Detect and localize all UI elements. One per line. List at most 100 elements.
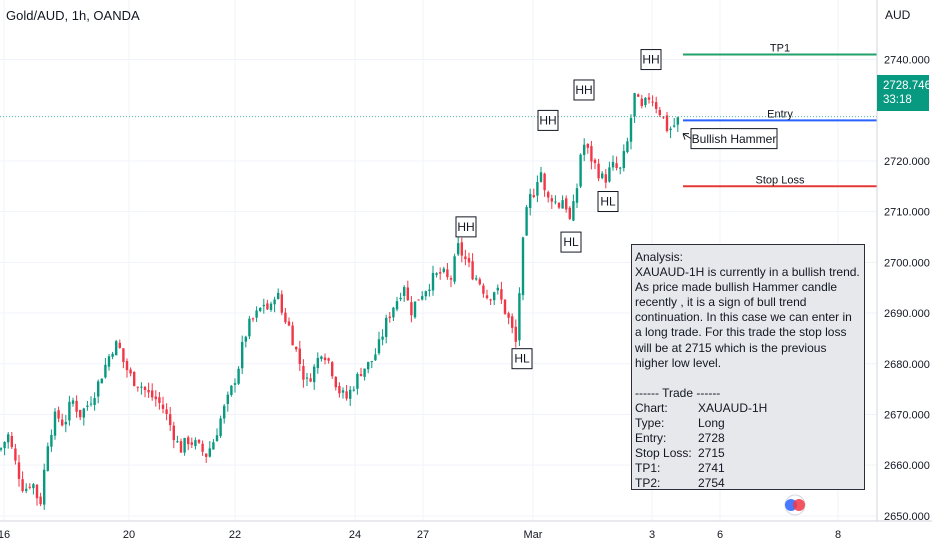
candle-body	[676, 117, 679, 125]
candle-body	[64, 421, 67, 425]
candle-body	[230, 385, 233, 396]
pattern-box	[597, 191, 619, 213]
pattern-label: HH	[539, 113, 556, 127]
pattern-box	[640, 49, 662, 71]
candle-body	[46, 446, 49, 471]
candle-body	[161, 404, 165, 409]
candle-body	[590, 146, 593, 162]
x-tick-label: 20	[123, 529, 135, 541]
candle-body	[71, 400, 75, 404]
candle-body	[514, 326, 517, 342]
candle-body	[39, 496, 42, 505]
candle-body	[0, 448, 3, 450]
candle-body	[266, 303, 269, 310]
candle-body	[543, 173, 546, 191]
candle-body	[3, 441, 6, 449]
candle-body	[370, 361, 373, 363]
candle-body	[323, 357, 327, 361]
candle-body	[385, 317, 388, 337]
candle-body	[557, 203, 561, 208]
candle-body	[125, 361, 129, 371]
bar-countdown: 33:18	[883, 94, 912, 106]
trade-header: ------ Trade ------	[635, 385, 721, 400]
candle-body	[118, 342, 121, 348]
candle-body	[449, 278, 453, 280]
candle-body	[262, 304, 265, 307]
trade-row-stop-loss: Stop Loss: 2715	[635, 446, 861, 461]
pattern-box	[537, 109, 559, 131]
candle-body	[158, 397, 161, 403]
candle-body	[611, 161, 615, 168]
candle-body	[194, 440, 197, 447]
candle-body	[212, 442, 215, 450]
candle-body	[122, 348, 125, 363]
candle-body	[442, 268, 445, 272]
candle-body	[586, 143, 589, 148]
candle-body	[334, 376, 337, 388]
candle-body	[446, 269, 449, 278]
candle-body	[565, 198, 568, 210]
candle-body	[208, 448, 211, 457]
y-tick-label: 2660.000	[884, 460, 930, 472]
candle-body	[471, 261, 474, 280]
candle-body	[511, 316, 514, 328]
candle-body	[673, 125, 676, 127]
x-tick-label: 16	[0, 529, 10, 541]
candle-body	[536, 182, 539, 196]
candle-body	[381, 336, 384, 340]
pattern-label: HL	[563, 235, 579, 249]
candle-body	[547, 192, 550, 198]
candle-body	[154, 396, 157, 400]
candle-body	[237, 368, 240, 384]
candle-body	[331, 362, 334, 377]
candle-body	[529, 194, 532, 208]
callout-arrow	[682, 133, 692, 140]
candle-body	[421, 296, 424, 300]
candle-body	[579, 154, 582, 187]
candle-body	[626, 141, 629, 153]
candle-body	[507, 313, 510, 318]
candle-body	[575, 188, 579, 203]
candle-body	[500, 289, 503, 300]
candle-body	[104, 364, 107, 378]
level-label: Stop Loss	[756, 174, 805, 186]
candle-body	[10, 436, 13, 448]
pattern-label: HH	[642, 53, 659, 67]
candle-body	[493, 292, 496, 301]
x-tick-label: 24	[349, 529, 361, 541]
candle-body	[655, 102, 658, 109]
candle-body	[151, 390, 154, 398]
candle-body	[107, 356, 111, 367]
axis-currency[interactable]: AUD	[885, 8, 911, 22]
candle-body	[392, 307, 395, 318]
analysis-spacer	[635, 371, 861, 386]
pattern-annotations: HH HL HH HL HH HL HH Bullish Hammer	[455, 49, 778, 370]
candle-body	[219, 418, 222, 437]
candle-body	[475, 278, 478, 280]
candle-body	[561, 200, 564, 209]
y-tick-label: 2710.000	[884, 207, 930, 219]
candle-body	[629, 118, 633, 142]
trade-row-tp1: TP1: 2741	[635, 461, 861, 476]
analysis-note[interactable]: Analysis: XAUAUD-1H is currently in a bu…	[631, 244, 865, 490]
candle-body	[223, 405, 226, 419]
candle-body	[143, 386, 147, 391]
candle-body	[622, 151, 625, 169]
level-label: Entry	[767, 108, 793, 120]
candle-body	[295, 346, 298, 350]
trade-value: 2715	[698, 446, 725, 461]
candle-body	[183, 438, 186, 453]
candle-body	[57, 410, 60, 419]
pattern-box	[573, 79, 595, 101]
candle-body	[352, 389, 355, 391]
trade-key: Stop Loss:	[635, 446, 692, 461]
pattern-box	[455, 216, 477, 238]
candle-body	[489, 299, 492, 301]
candle-body	[147, 390, 150, 393]
current-price-badge: 2728.746 33:18	[877, 75, 931, 111]
candle-body	[305, 377, 309, 379]
candle-body	[457, 243, 460, 255]
pattern-label: HH	[457, 220, 474, 234]
candle-body	[399, 297, 402, 300]
